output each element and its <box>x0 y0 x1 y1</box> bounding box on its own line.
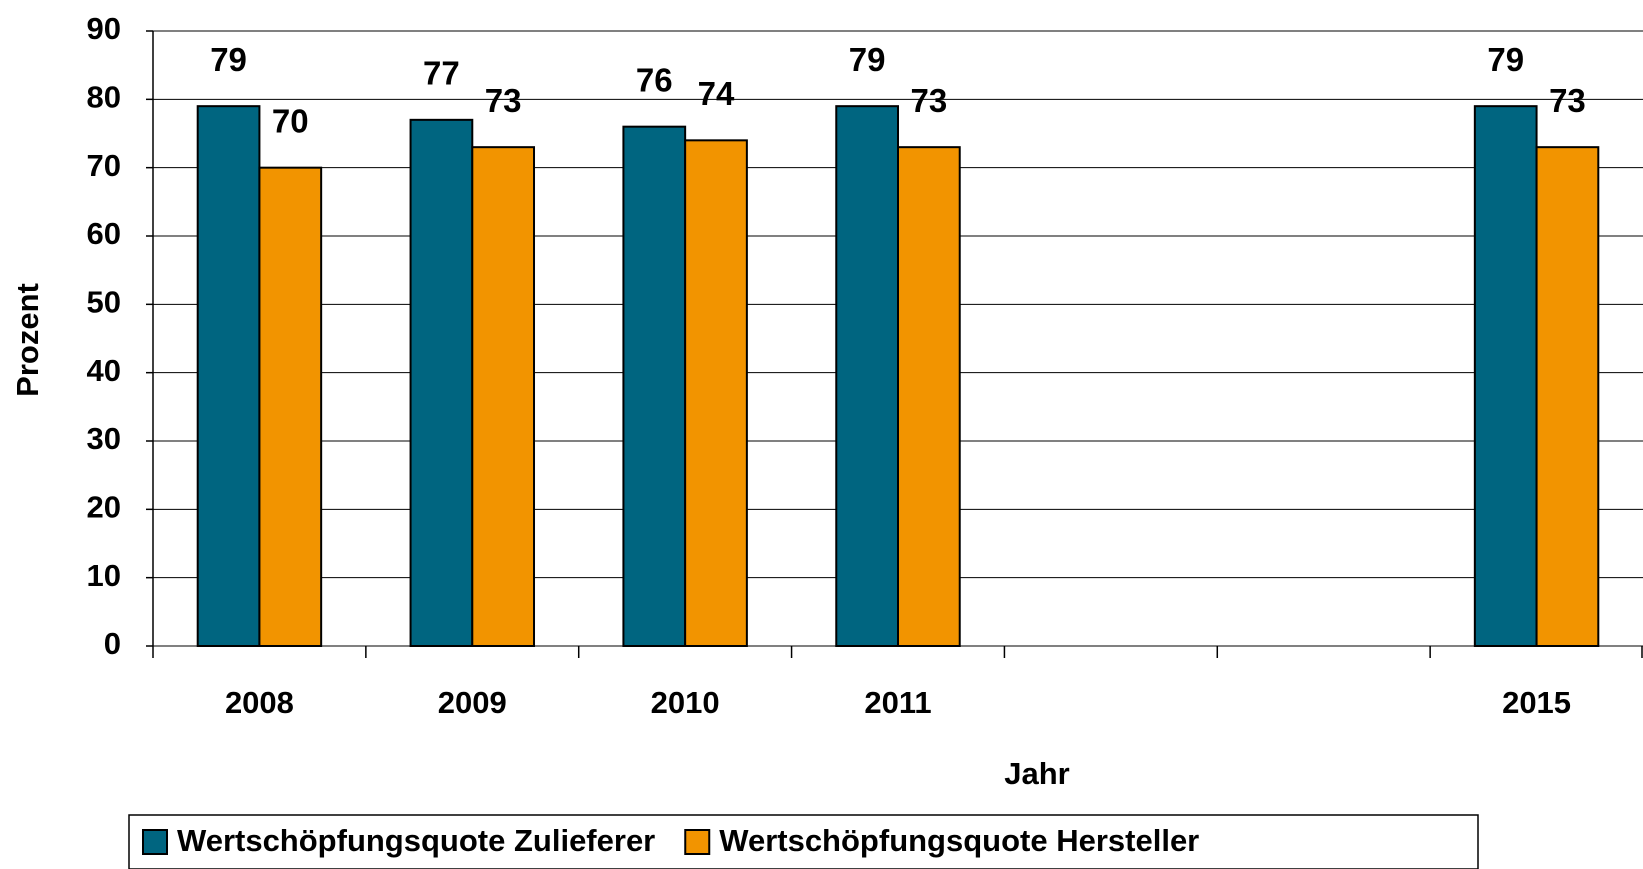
y-tick-label: 10 <box>87 558 121 593</box>
data-label: 73 <box>911 82 948 119</box>
x-tick-label: 2011 <box>864 685 931 720</box>
bar <box>1473 105 1538 647</box>
bar <box>409 118 474 648</box>
bar <box>684 139 748 647</box>
x-tick-label: 2008 <box>225 685 294 720</box>
y-axis-label: Prozent <box>10 283 45 397</box>
y-tick-label: 0 <box>104 626 121 661</box>
legend-swatch <box>684 829 711 855</box>
x-tick-label: 2009 <box>438 685 507 720</box>
legend-label: Wertschöpfungsquote Zulieferer <box>177 823 655 858</box>
legend-swatch <box>142 829 168 855</box>
data-label: 73 <box>1549 82 1586 119</box>
y-tick-label: 60 <box>87 216 121 251</box>
data-label: 77 <box>423 55 460 92</box>
data-label: 76 <box>636 61 673 98</box>
data-label: 74 <box>698 75 735 112</box>
bar <box>897 146 961 648</box>
x-tick-label: 2010 <box>651 685 720 720</box>
y-tick-label: 40 <box>87 353 121 388</box>
data-label: 79 <box>849 41 886 78</box>
data-label: 79 <box>210 41 247 78</box>
x-tick-label: 2015 <box>1502 685 1571 720</box>
bar <box>471 146 536 648</box>
y-tick-label: 30 <box>87 421 121 456</box>
legend-label: Wertschöpfungsquote Hersteller <box>719 823 1199 858</box>
bar <box>835 105 899 647</box>
bar <box>1535 146 1600 648</box>
y-tick-label: 70 <box>87 148 121 183</box>
bar <box>258 166 323 648</box>
bar <box>196 105 261 647</box>
y-tick-label: 90 <box>87 11 121 46</box>
y-tick-label: 20 <box>87 490 121 525</box>
data-label: 70 <box>272 102 309 139</box>
legend-box <box>128 814 1479 869</box>
data-label: 73 <box>485 82 522 119</box>
x-axis-label: Jahr <box>1004 756 1069 791</box>
y-tick-label: 80 <box>87 80 121 115</box>
bar <box>622 125 687 647</box>
y-tick-label: 50 <box>87 285 121 320</box>
data-label: 79 <box>1487 41 1524 78</box>
